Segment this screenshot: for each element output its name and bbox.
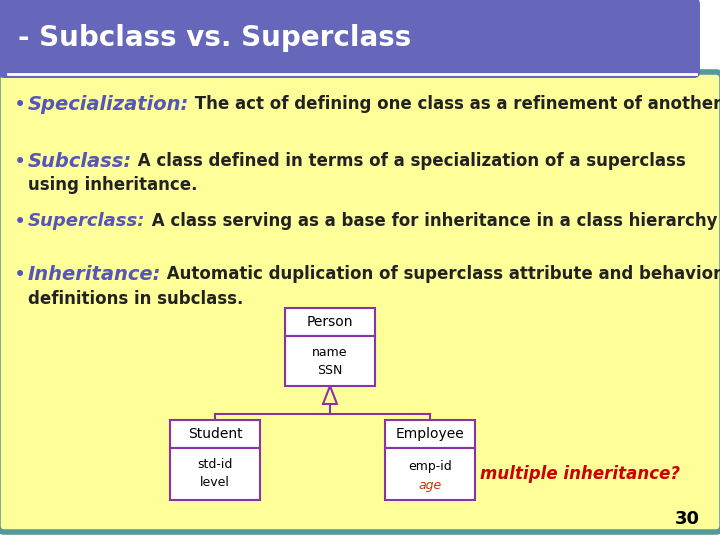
- Text: name
SSN: name SSN: [312, 346, 348, 376]
- Bar: [170, 448, 260, 500]
- Bar: [385, 448, 475, 500]
- Text: Person: Person: [307, 315, 354, 329]
- Text: Student: Student: [188, 427, 243, 441]
- Text: •: •: [14, 265, 26, 285]
- Text: emp-id: emp-id: [408, 460, 452, 472]
- Text: Inheritance:: Inheritance:: [28, 265, 161, 284]
- Bar: [170, 420, 260, 448]
- Text: using inheritance.: using inheritance.: [28, 177, 197, 194]
- Bar: [385, 420, 475, 448]
- Text: - Subclass vs. Superclass: - Subclass vs. Superclass: [18, 24, 411, 52]
- Text: Employee: Employee: [395, 427, 464, 441]
- FancyBboxPatch shape: [0, 0, 700, 78]
- Text: Specialization:: Specialization:: [28, 95, 189, 114]
- Text: •: •: [14, 152, 26, 172]
- Text: 30: 30: [675, 510, 700, 528]
- Text: •: •: [14, 95, 26, 115]
- Text: The act of defining one class as a refinement of another.: The act of defining one class as a refin…: [189, 95, 720, 113]
- Bar: [285, 308, 375, 336]
- Text: Subclass:: Subclass:: [28, 152, 132, 171]
- Text: •: •: [14, 212, 26, 232]
- Text: std-id
level: std-id level: [197, 458, 233, 489]
- Text: A class serving as a base for inheritance in a class hierarchy: A class serving as a base for inheritanc…: [145, 212, 717, 230]
- Text: multiple inheritance?: multiple inheritance?: [480, 465, 680, 483]
- Text: Superclass:: Superclass:: [28, 212, 145, 230]
- FancyBboxPatch shape: [0, 72, 720, 532]
- Bar: [285, 336, 375, 386]
- Text: definitions in subclass.: definitions in subclass.: [28, 289, 243, 307]
- Text: Automatic duplication of superclass attribute and behavior: Automatic duplication of superclass attr…: [161, 265, 720, 283]
- Text: A class defined in terms of a specialization of a superclass: A class defined in terms of a specializa…: [132, 152, 686, 170]
- Text: age: age: [418, 479, 441, 492]
